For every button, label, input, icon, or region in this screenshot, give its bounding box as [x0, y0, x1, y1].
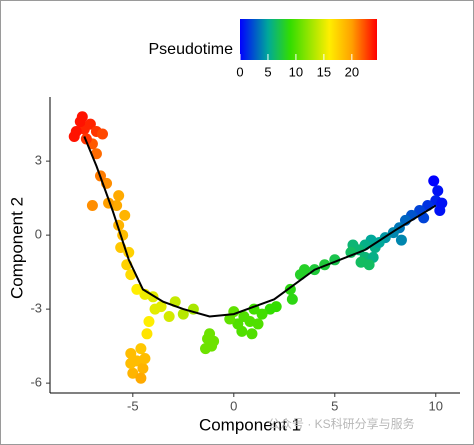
legend-title: Pseudotime — [149, 41, 234, 58]
colorbar-tick-label: 5 — [264, 64, 271, 79]
colorbar-tick-label: 10 — [289, 64, 303, 79]
cell-point — [131, 283, 143, 295]
cell-point — [286, 293, 298, 305]
y-tick-label: -3 — [30, 301, 42, 316]
y-tick-label: 3 — [35, 153, 42, 168]
cell-point — [163, 311, 175, 323]
cell-point — [135, 343, 147, 355]
cell-point — [125, 357, 137, 369]
cell-point — [127, 367, 139, 379]
trajectory-line — [83, 136, 437, 318]
cell-point — [84, 118, 96, 130]
cell-point — [149, 303, 161, 315]
cell-point — [432, 185, 444, 197]
x-tick-label: 0 — [230, 398, 237, 413]
cell-point — [238, 311, 250, 323]
cell-point — [125, 348, 137, 360]
cell-point — [119, 209, 131, 221]
cell-point — [135, 372, 147, 384]
cell-point — [428, 175, 440, 187]
colorbar-tick-label: 20 — [345, 64, 359, 79]
cell-point — [204, 328, 216, 340]
cell-point — [246, 328, 258, 340]
cell-point — [141, 328, 153, 340]
cell-point — [86, 200, 98, 212]
cell-point — [90, 148, 102, 160]
cell-point — [434, 204, 446, 216]
cell-point — [224, 313, 236, 325]
cell-point — [363, 259, 375, 271]
cell-point — [200, 343, 212, 355]
cell-point — [97, 128, 109, 140]
cell-point — [143, 315, 155, 327]
cell-point — [137, 362, 149, 374]
colorbar-tick-label: 15 — [317, 64, 331, 79]
x-tick-label: -5 — [127, 398, 139, 413]
x-axis-title: Component 1 — [199, 415, 301, 434]
cell-point — [139, 352, 151, 364]
colorbar-tick-label: 0 — [236, 64, 243, 79]
cell-point — [177, 308, 189, 320]
cell-point — [264, 303, 276, 315]
y-tick-label: -6 — [30, 375, 42, 390]
watermark: 公众号 · KS科研分享与服务 — [268, 416, 415, 431]
cell-point — [236, 325, 248, 337]
cell-point — [395, 234, 407, 246]
x-tick-label: 10 — [429, 398, 443, 413]
x-tick-label: 5 — [331, 398, 338, 413]
cell-point — [113, 190, 125, 202]
cell-point — [252, 318, 264, 330]
cell-point — [256, 308, 268, 320]
cell-point — [68, 130, 80, 142]
cell-point — [76, 111, 88, 123]
y-axis-title: Component 2 — [7, 197, 26, 299]
colorbar — [240, 19, 377, 60]
y-tick-label: 0 — [35, 227, 42, 242]
